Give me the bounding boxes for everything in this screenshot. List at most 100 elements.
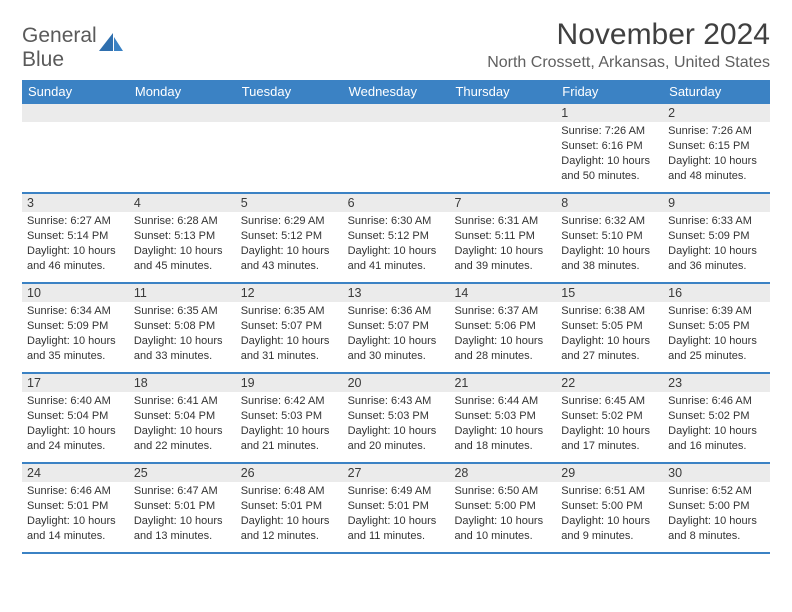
day-body: Sunrise: 6:42 AMSunset: 5:03 PMDaylight:… bbox=[236, 392, 343, 457]
day-cell: 23Sunrise: 6:46 AMSunset: 5:02 PMDayligh… bbox=[663, 374, 770, 462]
day-body: Sunrise: 6:44 AMSunset: 5:03 PMDaylight:… bbox=[449, 392, 556, 457]
day-number: 14 bbox=[449, 284, 556, 302]
sunrise-text: Sunrise: 7:26 AM bbox=[668, 124, 765, 139]
day-cell: 28Sunrise: 6:50 AMSunset: 5:00 PMDayligh… bbox=[449, 464, 556, 552]
sunset-text: Sunset: 5:02 PM bbox=[668, 409, 765, 424]
day-body: Sunrise: 6:35 AMSunset: 5:07 PMDaylight:… bbox=[236, 302, 343, 367]
sunrise-text: Sunrise: 6:28 AM bbox=[134, 214, 231, 229]
day-cell: 19Sunrise: 6:42 AMSunset: 5:03 PMDayligh… bbox=[236, 374, 343, 462]
day-number: 20 bbox=[343, 374, 450, 392]
day-body: Sunrise: 6:29 AMSunset: 5:12 PMDaylight:… bbox=[236, 212, 343, 277]
day-number: 30 bbox=[663, 464, 770, 482]
sunset-text: Sunset: 5:06 PM bbox=[454, 319, 551, 334]
sunrise-text: Sunrise: 6:30 AM bbox=[348, 214, 445, 229]
day-number bbox=[236, 104, 343, 122]
day-body: Sunrise: 7:26 AMSunset: 6:16 PMDaylight:… bbox=[556, 122, 663, 187]
sunrise-text: Sunrise: 6:34 AM bbox=[27, 304, 124, 319]
day-body: Sunrise: 6:46 AMSunset: 5:02 PMDaylight:… bbox=[663, 392, 770, 457]
sunset-text: Sunset: 5:09 PM bbox=[668, 229, 765, 244]
day-number: 4 bbox=[129, 194, 236, 212]
day-cell: 6Sunrise: 6:30 AMSunset: 5:12 PMDaylight… bbox=[343, 194, 450, 282]
day-number: 29 bbox=[556, 464, 663, 482]
day-body: Sunrise: 6:41 AMSunset: 5:04 PMDaylight:… bbox=[129, 392, 236, 457]
day-cell: 15Sunrise: 6:38 AMSunset: 5:05 PMDayligh… bbox=[556, 284, 663, 372]
sunrise-text: Sunrise: 7:26 AM bbox=[561, 124, 658, 139]
sunset-text: Sunset: 5:01 PM bbox=[241, 499, 338, 514]
logo: General Blue bbox=[22, 24, 125, 72]
daylight-text: Daylight: 10 hours and 27 minutes. bbox=[561, 334, 658, 364]
day-number: 27 bbox=[343, 464, 450, 482]
week-row: 17Sunrise: 6:40 AMSunset: 5:04 PMDayligh… bbox=[22, 374, 770, 464]
daylight-text: Daylight: 10 hours and 14 minutes. bbox=[27, 514, 124, 544]
weekday-cell: Friday bbox=[556, 80, 663, 104]
daylight-text: Daylight: 10 hours and 39 minutes. bbox=[454, 244, 551, 274]
daylight-text: Daylight: 10 hours and 10 minutes. bbox=[454, 514, 551, 544]
sunset-text: Sunset: 5:01 PM bbox=[348, 499, 445, 514]
day-body: Sunrise: 6:51 AMSunset: 5:00 PMDaylight:… bbox=[556, 482, 663, 547]
day-body bbox=[22, 122, 129, 128]
day-number: 16 bbox=[663, 284, 770, 302]
day-cell: 30Sunrise: 6:52 AMSunset: 5:00 PMDayligh… bbox=[663, 464, 770, 552]
daylight-text: Daylight: 10 hours and 50 minutes. bbox=[561, 154, 658, 184]
day-cell bbox=[236, 104, 343, 192]
day-body: Sunrise: 6:45 AMSunset: 5:02 PMDaylight:… bbox=[556, 392, 663, 457]
day-cell bbox=[129, 104, 236, 192]
sunset-text: Sunset: 5:14 PM bbox=[27, 229, 124, 244]
sunrise-text: Sunrise: 6:35 AM bbox=[241, 304, 338, 319]
calendar: SundayMondayTuesdayWednesdayThursdayFrid… bbox=[22, 80, 770, 554]
day-number: 23 bbox=[663, 374, 770, 392]
day-body: Sunrise: 6:48 AMSunset: 5:01 PMDaylight:… bbox=[236, 482, 343, 547]
day-cell: 26Sunrise: 6:48 AMSunset: 5:01 PMDayligh… bbox=[236, 464, 343, 552]
daylight-text: Daylight: 10 hours and 25 minutes. bbox=[668, 334, 765, 364]
sunset-text: Sunset: 5:12 PM bbox=[241, 229, 338, 244]
sunset-text: Sunset: 5:01 PM bbox=[27, 499, 124, 514]
day-number: 2 bbox=[663, 104, 770, 122]
day-number bbox=[449, 104, 556, 122]
day-cell: 13Sunrise: 6:36 AMSunset: 5:07 PMDayligh… bbox=[343, 284, 450, 372]
day-number: 7 bbox=[449, 194, 556, 212]
daylight-text: Daylight: 10 hours and 13 minutes. bbox=[134, 514, 231, 544]
daylight-text: Daylight: 10 hours and 20 minutes. bbox=[348, 424, 445, 454]
logo-text: General Blue bbox=[22, 24, 97, 72]
daylight-text: Daylight: 10 hours and 43 minutes. bbox=[241, 244, 338, 274]
daylight-text: Daylight: 10 hours and 16 minutes. bbox=[668, 424, 765, 454]
day-number: 22 bbox=[556, 374, 663, 392]
day-body: Sunrise: 6:36 AMSunset: 5:07 PMDaylight:… bbox=[343, 302, 450, 367]
sunset-text: Sunset: 5:05 PM bbox=[668, 319, 765, 334]
day-body: Sunrise: 6:34 AMSunset: 5:09 PMDaylight:… bbox=[22, 302, 129, 367]
daylight-text: Daylight: 10 hours and 21 minutes. bbox=[241, 424, 338, 454]
sunset-text: Sunset: 5:08 PM bbox=[134, 319, 231, 334]
day-body: Sunrise: 6:30 AMSunset: 5:12 PMDaylight:… bbox=[343, 212, 450, 277]
daylight-text: Daylight: 10 hours and 46 minutes. bbox=[27, 244, 124, 274]
day-number: 17 bbox=[22, 374, 129, 392]
sunrise-text: Sunrise: 6:35 AM bbox=[134, 304, 231, 319]
sunrise-text: Sunrise: 6:31 AM bbox=[454, 214, 551, 229]
day-number: 5 bbox=[236, 194, 343, 212]
day-number: 12 bbox=[236, 284, 343, 302]
sunset-text: Sunset: 5:01 PM bbox=[134, 499, 231, 514]
day-number bbox=[129, 104, 236, 122]
day-number: 15 bbox=[556, 284, 663, 302]
sunrise-text: Sunrise: 6:45 AM bbox=[561, 394, 658, 409]
day-number: 28 bbox=[449, 464, 556, 482]
sunrise-text: Sunrise: 6:51 AM bbox=[561, 484, 658, 499]
day-number: 13 bbox=[343, 284, 450, 302]
day-body bbox=[236, 122, 343, 128]
day-body bbox=[343, 122, 450, 128]
day-cell: 1Sunrise: 7:26 AMSunset: 6:16 PMDaylight… bbox=[556, 104, 663, 192]
day-cell: 12Sunrise: 6:35 AMSunset: 5:07 PMDayligh… bbox=[236, 284, 343, 372]
daylight-text: Daylight: 10 hours and 35 minutes. bbox=[27, 334, 124, 364]
daylight-text: Daylight: 10 hours and 33 minutes. bbox=[134, 334, 231, 364]
sail-icon bbox=[99, 31, 125, 58]
daylight-text: Daylight: 10 hours and 8 minutes. bbox=[668, 514, 765, 544]
weekday-row: SundayMondayTuesdayWednesdayThursdayFrid… bbox=[22, 80, 770, 104]
day-body: Sunrise: 6:27 AMSunset: 5:14 PMDaylight:… bbox=[22, 212, 129, 277]
day-body: Sunrise: 6:31 AMSunset: 5:11 PMDaylight:… bbox=[449, 212, 556, 277]
day-body: Sunrise: 6:39 AMSunset: 5:05 PMDaylight:… bbox=[663, 302, 770, 367]
day-cell: 16Sunrise: 6:39 AMSunset: 5:05 PMDayligh… bbox=[663, 284, 770, 372]
day-body: Sunrise: 7:26 AMSunset: 6:15 PMDaylight:… bbox=[663, 122, 770, 187]
sunrise-text: Sunrise: 6:43 AM bbox=[348, 394, 445, 409]
weekday-cell: Tuesday bbox=[236, 80, 343, 104]
logo-word1: General bbox=[22, 24, 97, 47]
daylight-text: Daylight: 10 hours and 36 minutes. bbox=[668, 244, 765, 274]
